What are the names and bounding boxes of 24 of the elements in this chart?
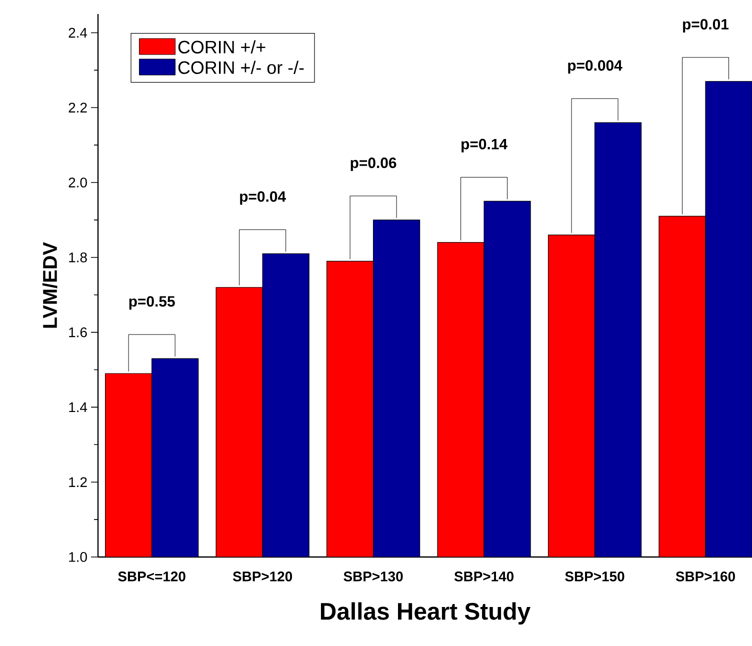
y-tick-label: 1.0: [69, 552, 87, 562]
annotation: p=0.55: [129, 296, 175, 310]
annotation: p=0.004: [568, 60, 622, 74]
y-axis-title: LVM/EDV: [42, 242, 58, 328]
legend-label: CORIN +/+: [178, 40, 266, 54]
y-tick-label: 1.4: [69, 402, 88, 412]
x-tick-label: SBP>150: [565, 572, 624, 582]
y-tick-label: 1.6: [69, 327, 87, 338]
annotation: p=0.01: [683, 18, 729, 32]
y-tick-label: 2.4: [68, 28, 88, 38]
annotation: p=0.04: [240, 191, 286, 205]
y-tick-label: 2.0: [68, 178, 87, 188]
y-tick-label: 1.2: [69, 477, 87, 487]
annotation: p=0.06: [350, 158, 396, 172]
x-tick-label: SBP<=120: [118, 572, 186, 582]
x-tick-label: SBP>120: [232, 572, 292, 582]
y-tick-label: 1.8: [69, 252, 87, 262]
legend-label: CORIN +/- or -/-: [178, 60, 304, 74]
annotation: p=0.14: [462, 138, 508, 152]
x-tick-label: SBP>130: [344, 572, 403, 582]
x-tick-label: SBP>140: [454, 572, 514, 582]
x-axis-title: Dallas Heart Study: [320, 602, 530, 625]
x-tick-label: SBP>160: [676, 572, 735, 582]
y-tick-label: 2.2: [68, 102, 87, 112]
